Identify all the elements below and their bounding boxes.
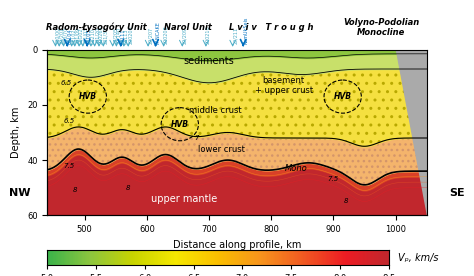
Text: 29/207: 29/207	[148, 27, 153, 44]
Text: 29/140: 29/140	[117, 27, 121, 44]
Text: lower crust: lower crust	[198, 145, 245, 153]
Text: 29/205: 29/205	[113, 27, 118, 44]
Text: 7: 7	[194, 135, 199, 141]
Text: Moho: Moho	[285, 164, 308, 173]
Text: 230/00: 230/00	[55, 27, 61, 44]
Text: PANCAKE: PANCAKE	[155, 21, 161, 44]
Text: CEL04: CEL04	[67, 29, 73, 44]
Text: 290264: 290264	[99, 26, 104, 44]
Text: 231/09: 231/09	[75, 27, 80, 44]
Text: CEL05: CEL05	[87, 29, 92, 44]
Polygon shape	[395, 50, 427, 215]
Text: 7.5: 7.5	[64, 163, 75, 169]
Text: Vₚ, km/s: Vₚ, km/s	[398, 253, 438, 263]
Text: CS210: CS210	[91, 28, 96, 44]
Text: 290205: 290205	[128, 26, 133, 44]
Text: CEL13: CEL13	[124, 29, 129, 44]
Text: L v i v   T r o u g h: L v i v T r o u g h	[229, 23, 313, 32]
Text: 7.5: 7.5	[328, 176, 339, 182]
Text: CEL02: CEL02	[72, 29, 77, 44]
Text: middle crust: middle crust	[189, 106, 242, 115]
Text: RomUkSeis: RomUkSeis	[243, 17, 248, 44]
Text: CEL11: CEL11	[121, 29, 126, 44]
Polygon shape	[386, 50, 427, 77]
Text: 230/70: 230/70	[64, 27, 69, 44]
Text: HVB: HVB	[334, 92, 352, 101]
X-axis label: Distance along profile, km: Distance along profile, km	[173, 240, 301, 250]
Text: 6.5: 6.5	[64, 118, 75, 124]
Text: 8: 8	[344, 198, 348, 205]
Text: 231/30: 231/30	[103, 27, 109, 44]
Text: 6.5: 6.5	[60, 80, 72, 86]
Text: 29/209: 29/209	[182, 27, 187, 44]
Text: HVB: HVB	[79, 92, 97, 101]
Text: 29/201: 29/201	[59, 27, 64, 44]
Text: 8: 8	[73, 187, 78, 193]
Y-axis label: Depth, km: Depth, km	[11, 107, 21, 158]
Text: Volyno-Podolian
Monocline: Volyno-Podolian Monocline	[343, 18, 419, 37]
Text: 231/03: 231/03	[83, 27, 88, 44]
Text: 290210: 290210	[206, 26, 211, 44]
Text: sediments: sediments	[183, 56, 235, 66]
Text: upper mantle: upper mantle	[151, 194, 217, 204]
Text: Narol Unit: Narol Unit	[164, 23, 212, 32]
Text: 8: 8	[126, 185, 130, 191]
Text: 290208: 290208	[164, 26, 169, 44]
Text: basement
+ upper crust: basement + upper crust	[255, 76, 313, 95]
Text: 29/211: 29/211	[233, 27, 237, 44]
Text: Radom-Łysogóry Unit: Radom-Łysogóry Unit	[46, 23, 147, 32]
Text: HVB: HVB	[171, 120, 189, 129]
Text: SE: SE	[449, 188, 465, 198]
Text: NW: NW	[9, 188, 31, 198]
Text: CEG02: CEG02	[79, 28, 84, 44]
Text: 231/20: 231/20	[95, 27, 100, 44]
